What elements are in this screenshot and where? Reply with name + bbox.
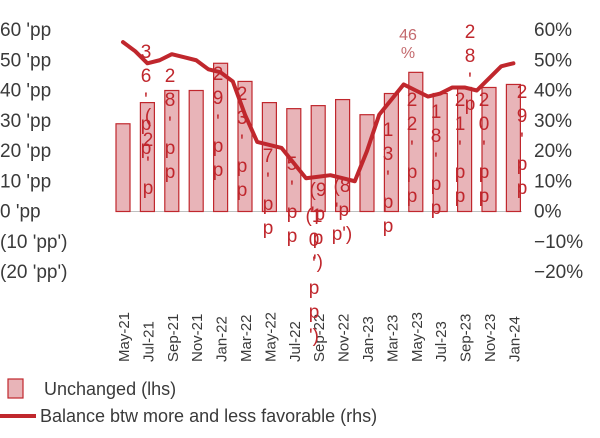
data-label: 2 0 ' p p [479,90,490,207]
y-tick-left: 30 'pp [0,111,51,132]
data-label: 2 8 ' p p [165,66,176,183]
data-label: 2 2 ' p p [407,90,418,207]
y-tick-left: 20 'pp [0,141,51,162]
data-labels: 3 6 ' p p(2 ' p2 8 ' p p2 9 ' p p2 3 ' p p7 ' p p5 ' p p(9'p p ')(… [141,22,528,347]
data-label: (8'p p') [332,176,353,245]
y-tick-right: −20% [534,262,583,283]
data-label: 2 8 ' p [465,22,476,115]
right-axis: 60% 50% 40% 30% 20% 10% 0% −10% −20% [534,20,583,283]
bar-Jan-24 [505,83,521,213]
bar-Mar-23 [383,92,399,213]
x-tick-label: Jan-22 [214,316,231,362]
y-tick-right: 50% [534,50,572,71]
x-tick-label: Sep-22 [311,314,328,362]
x-tick-label: Nov-23 [482,314,499,362]
bar-Mar-22 [237,80,253,213]
data-label: (9'p p ') [310,180,327,273]
data-label: 2 9 ' p p [213,64,224,181]
data-label: 1 3 ' p p [383,120,394,237]
x-tick-label: Mar-22 [238,314,255,362]
y-tick-right: 60% [534,20,572,41]
line-series-balance [121,40,516,184]
x-tick-label: Jul-22 [287,321,304,362]
bar-series-unchanged [115,62,521,213]
x-tick-label: Jul-21 [140,321,157,362]
data-label: (2 ' p [143,106,154,199]
x-tick-label: May-23 [409,312,426,362]
bar-Nov-21 [188,89,204,213]
y-tick-right: 20% [534,141,572,162]
y-tick-right: 0% [534,202,562,223]
x-tick-label: Jan-24 [506,316,523,362]
data-label: 2 9 ' p p [517,82,528,199]
bar-Sep-22 [310,105,326,213]
x-tick-label: Nov-21 [189,314,206,362]
y-tick-right: 40% [534,81,572,102]
x-tick-label: Mar-23 [384,314,401,362]
data-label: 2 3 ' p p [237,84,248,201]
data-label: 3 6 ' p p [141,42,152,159]
x-tick-label: May-22 [262,312,279,362]
x-tick-label: Nov-22 [336,314,353,362]
y-tick-left: 0 'pp [0,202,41,223]
y-tick-right: 10% [534,171,572,192]
legend-label-line: Balance btw more and less favorable (rhs… [40,406,377,426]
y-tick-left: 50 'pp [0,50,51,71]
x-axis: May-21 Jul-21 Sep-21 Nov-21 Jan-22 Mar-22 May-… [116,312,523,362]
data-label: 2 1 ' p p [455,90,466,207]
data-label: 46% [399,27,417,62]
y-tick-right: 30% [534,111,572,132]
data-label: (1 0 ' p p ') [306,206,323,347]
x-tick-label: Sep-23 [458,314,475,362]
left-axis: 60 'pp 50 'pp 40 'pp 30 'pp 20 'pp 10 'pp 0 'p… [0,20,67,283]
x-tick-label: Jan-23 [360,316,377,362]
bar-Nov-23 [481,86,497,213]
legend-swatch-bar [7,378,24,399]
bar-May-22 [261,101,277,213]
y-tick-left: (20 'pp') [0,262,67,283]
x-tick-label: May-21 [116,312,133,362]
bar-Jan-22 [213,62,229,213]
bar-May-21 [115,123,131,213]
y-tick-left: 60 'pp [0,20,51,41]
bar-Nov-22 [335,98,351,213]
data-label: 5 ' p p [287,154,298,247]
legend-label-bar: Unchanged (lhs) [44,379,176,399]
data-label: 1 8 ' p p [431,102,442,219]
data-label: 7 ' p p [263,146,274,239]
y-tick-left: 40 'pp [0,81,51,102]
x-tick-label: Sep-21 [165,314,182,362]
legend: Unchanged (lhs) Balance btw more and les… [0,378,377,426]
y-tick-left: 10 'pp [0,171,51,192]
x-tick-label: Jul-23 [433,321,450,362]
bar-May-23 [408,71,424,213]
y-tick-left: (10 'pp') [0,232,67,253]
bar-Sep-21 [164,89,180,213]
bar-Jul-21 [139,101,155,213]
y-tick-right: −10% [534,232,583,253]
